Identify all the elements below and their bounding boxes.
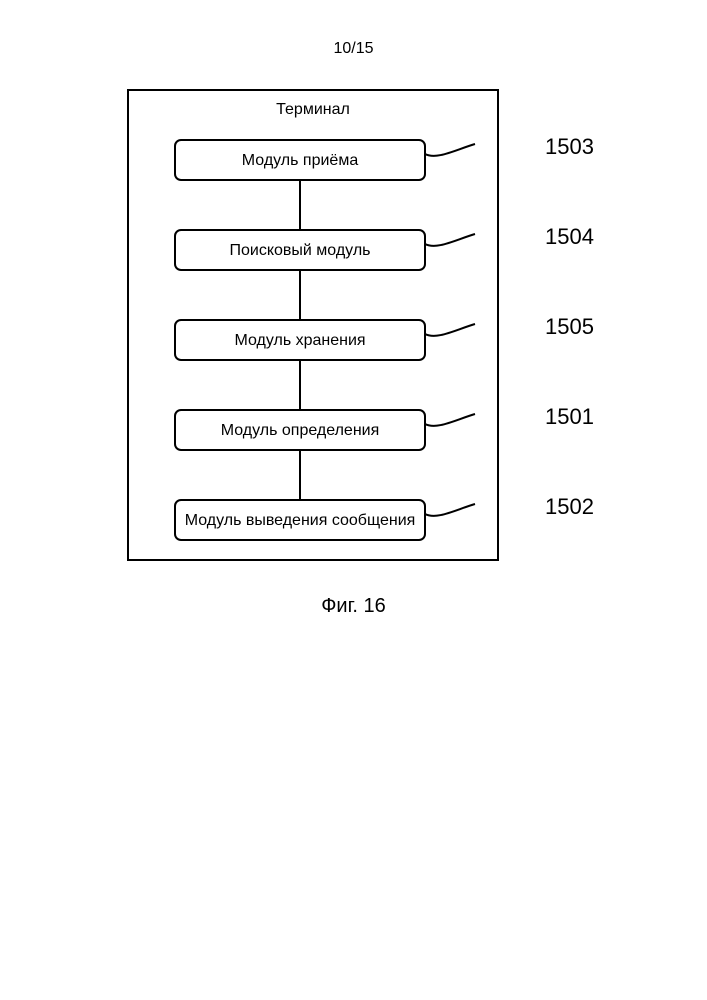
ref-callout-line-receive bbox=[425, 144, 475, 156]
ref-label-output: 1502 bbox=[545, 494, 594, 519]
module-label-output: Модуль выведения сообщения bbox=[185, 512, 416, 529]
diagram-svg: Терминал Модуль приёма 1503 Поисковый модул… bbox=[0, 0, 707, 1000]
page: 10/15 ТерминалМодуль приёма1503Поисковый… bbox=[0, 0, 707, 1000]
module-label-receive: Модуль приёма bbox=[242, 152, 359, 169]
module-label-storage: Модуль хранения bbox=[234, 332, 365, 349]
ref-label-storage: 1505 bbox=[545, 314, 594, 339]
terminal-title: Терминал bbox=[276, 101, 350, 118]
ref-label-search: 1504 bbox=[545, 224, 594, 249]
ref-label-receive: 1503 bbox=[545, 134, 594, 159]
ref-label-detect: 1501 bbox=[545, 404, 594, 429]
ref-callout-line-output bbox=[425, 504, 475, 516]
figure-caption: Фиг. 16 bbox=[0, 595, 707, 618]
module-label-search: Поисковый модуль bbox=[230, 242, 371, 259]
ref-callout-line-detect bbox=[425, 414, 475, 426]
ref-callout-line-search bbox=[425, 234, 475, 246]
module-label-detect: Модуль определения bbox=[221, 422, 380, 439]
ref-callout-line-storage bbox=[425, 324, 475, 336]
